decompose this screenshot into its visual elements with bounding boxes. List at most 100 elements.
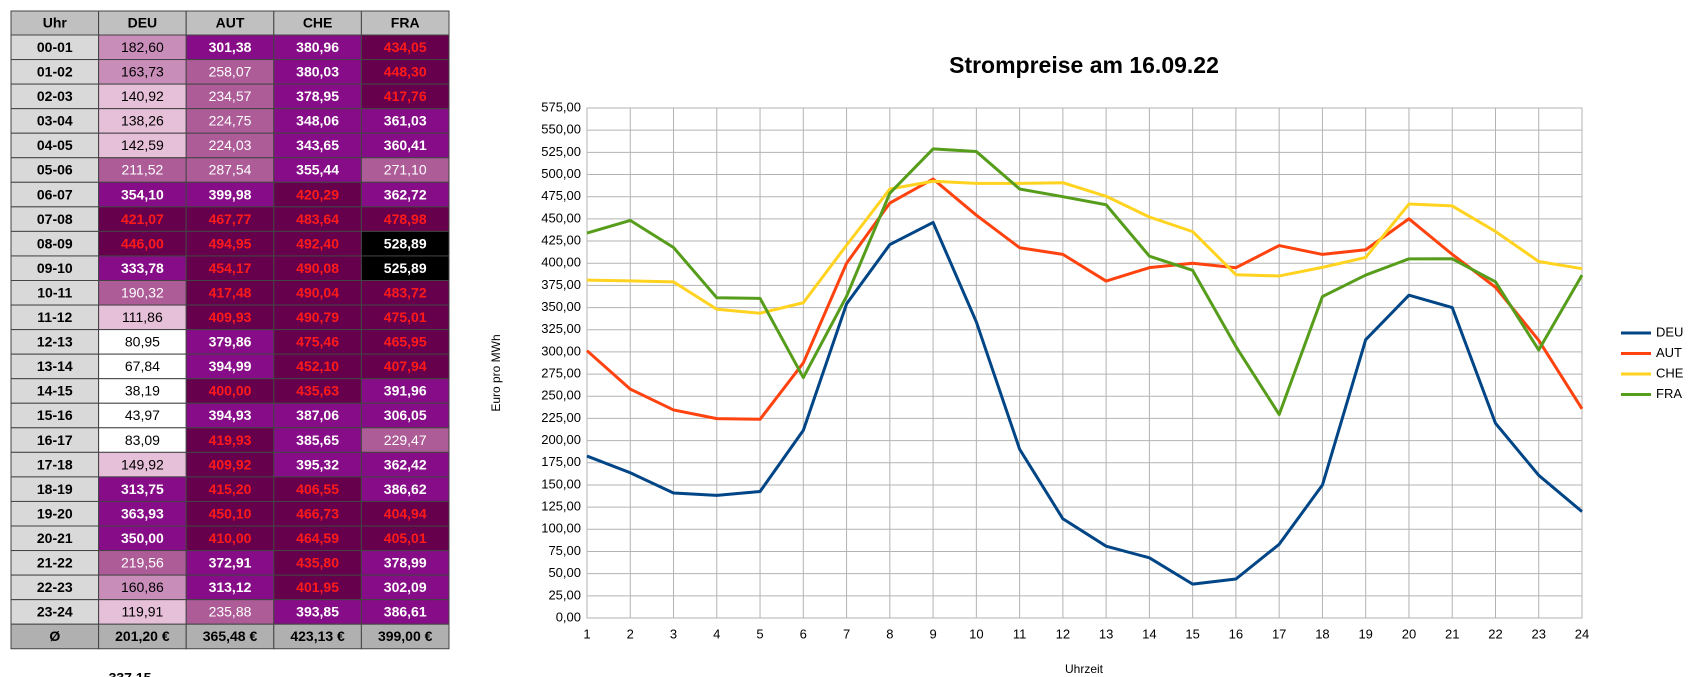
cell <box>360 353 450 380</box>
cell <box>10 623 100 650</box>
value-cell: 407,94 <box>384 358 427 374</box>
value-cell: 490,08 <box>296 260 339 276</box>
value-cell: 138,26 <box>121 113 164 129</box>
cell <box>273 304 362 331</box>
x-tick-label: 24 <box>1575 626 1589 641</box>
row-label: 04-05 <box>37 137 73 153</box>
row-label: 10-11 <box>37 284 72 300</box>
cell <box>360 427 450 453</box>
value-cell: 452,10 <box>296 358 339 374</box>
cell <box>10 280 100 306</box>
value-cell: 401,95 <box>296 579 339 595</box>
y-tick-label: 450,00 <box>541 210 581 225</box>
value-cell: 80,95 <box>125 334 160 350</box>
plot-border <box>586 107 1583 619</box>
value-cell: 287,54 <box>209 162 252 178</box>
cell <box>273 500 362 527</box>
x-tick-label: 5 <box>756 626 763 641</box>
y-axis-label: Euro pro MWh <box>489 334 503 411</box>
value-cell: 405,01 <box>384 530 427 546</box>
y-tick-label: 225,00 <box>541 410 581 425</box>
value-cell: 446,00 <box>121 235 164 251</box>
row-label: 14-15 <box>37 383 73 399</box>
value-cell: 525,89 <box>384 260 427 276</box>
value-cell: 448,30 <box>384 64 427 80</box>
cell <box>360 83 450 110</box>
value-cell: 333,78 <box>121 260 164 276</box>
y-tick-label: 375,00 <box>541 277 581 292</box>
cell <box>10 599 100 625</box>
value-cell: 464,59 <box>296 530 339 546</box>
value-cell: 271,10 <box>384 162 427 178</box>
value-cell: 362,42 <box>384 456 427 472</box>
footer-cell: 365,48 € <box>203 628 258 644</box>
y-tick-label: 300,00 <box>541 343 581 358</box>
value-cell: 409,93 <box>209 309 252 325</box>
value-cell: 380,03 <box>296 64 339 80</box>
cell <box>98 525 187 552</box>
value-cell: 301,38 <box>209 39 252 55</box>
value-cell: 38,19 <box>125 383 160 399</box>
legend-label: CHE <box>1656 365 1684 380</box>
y-tick-label: 175,00 <box>541 454 581 469</box>
cell <box>98 181 187 208</box>
value-cell: 399,98 <box>209 186 252 202</box>
row-label: 13-14 <box>37 358 73 374</box>
cell <box>98 476 187 502</box>
cell <box>360 476 450 502</box>
cell <box>10 108 100 134</box>
cell <box>10 157 100 183</box>
value-cell: 378,99 <box>384 555 427 571</box>
x-tick-label: 17 <box>1272 626 1286 641</box>
value-cell: 466,73 <box>296 505 339 521</box>
row-label: 15-16 <box>37 407 73 423</box>
cell <box>360 500 450 527</box>
cell <box>185 402 275 429</box>
cell <box>10 476 100 502</box>
x-tick-label: 8 <box>886 626 893 641</box>
value-cell: 494,95 <box>209 235 252 251</box>
cell <box>10 304 100 331</box>
legend-label: FRA <box>1656 386 1682 401</box>
value-cell: 475,01 <box>384 309 427 325</box>
value-cell: 415,20 <box>209 481 252 497</box>
footer-cell: 201,20 € <box>115 628 170 644</box>
value-cell: 140,92 <box>121 88 164 104</box>
cell <box>360 623 450 650</box>
value-cell: 492,40 <box>296 235 339 251</box>
cell <box>185 132 275 159</box>
value-cell: 400,00 <box>209 383 252 399</box>
value-cell: 483,64 <box>296 211 339 227</box>
cell <box>185 255 275 281</box>
cell <box>10 378 100 404</box>
series-line <box>586 179 1583 315</box>
cell <box>360 304 450 331</box>
value-cell: 229,47 <box>384 432 427 448</box>
x-tick-label: 15 <box>1185 626 1199 641</box>
value-cell: 454,17 <box>209 260 252 276</box>
x-tick-label: 12 <box>1056 626 1070 641</box>
value-cell: 465,95 <box>384 334 427 350</box>
row-label: 22-23 <box>37 579 73 595</box>
cell <box>360 525 450 552</box>
value-cell: 387,06 <box>296 407 339 423</box>
value-cell: 421,07 <box>121 211 164 227</box>
cell <box>185 230 275 257</box>
cell <box>360 550 450 576</box>
row-label: 03-04 <box>37 113 73 129</box>
row-label: 07-08 <box>37 211 73 227</box>
row-label: 00-01 <box>37 39 73 55</box>
value-cell: 490,04 <box>296 284 339 300</box>
value-cell: 258,07 <box>209 64 252 80</box>
cell <box>273 255 362 281</box>
value-cell: 478,98 <box>384 211 427 227</box>
y-tick-label: 250,00 <box>541 388 581 403</box>
y-tick-label: 275,00 <box>541 366 581 381</box>
note: 337,15 <box>109 670 152 677</box>
value-cell: 386,61 <box>384 604 427 620</box>
value-cell: 391,96 <box>384 383 427 399</box>
cell <box>360 206 450 232</box>
cell <box>10 574 100 601</box>
value-cell: 119,91 <box>122 604 164 620</box>
cell <box>360 132 450 159</box>
